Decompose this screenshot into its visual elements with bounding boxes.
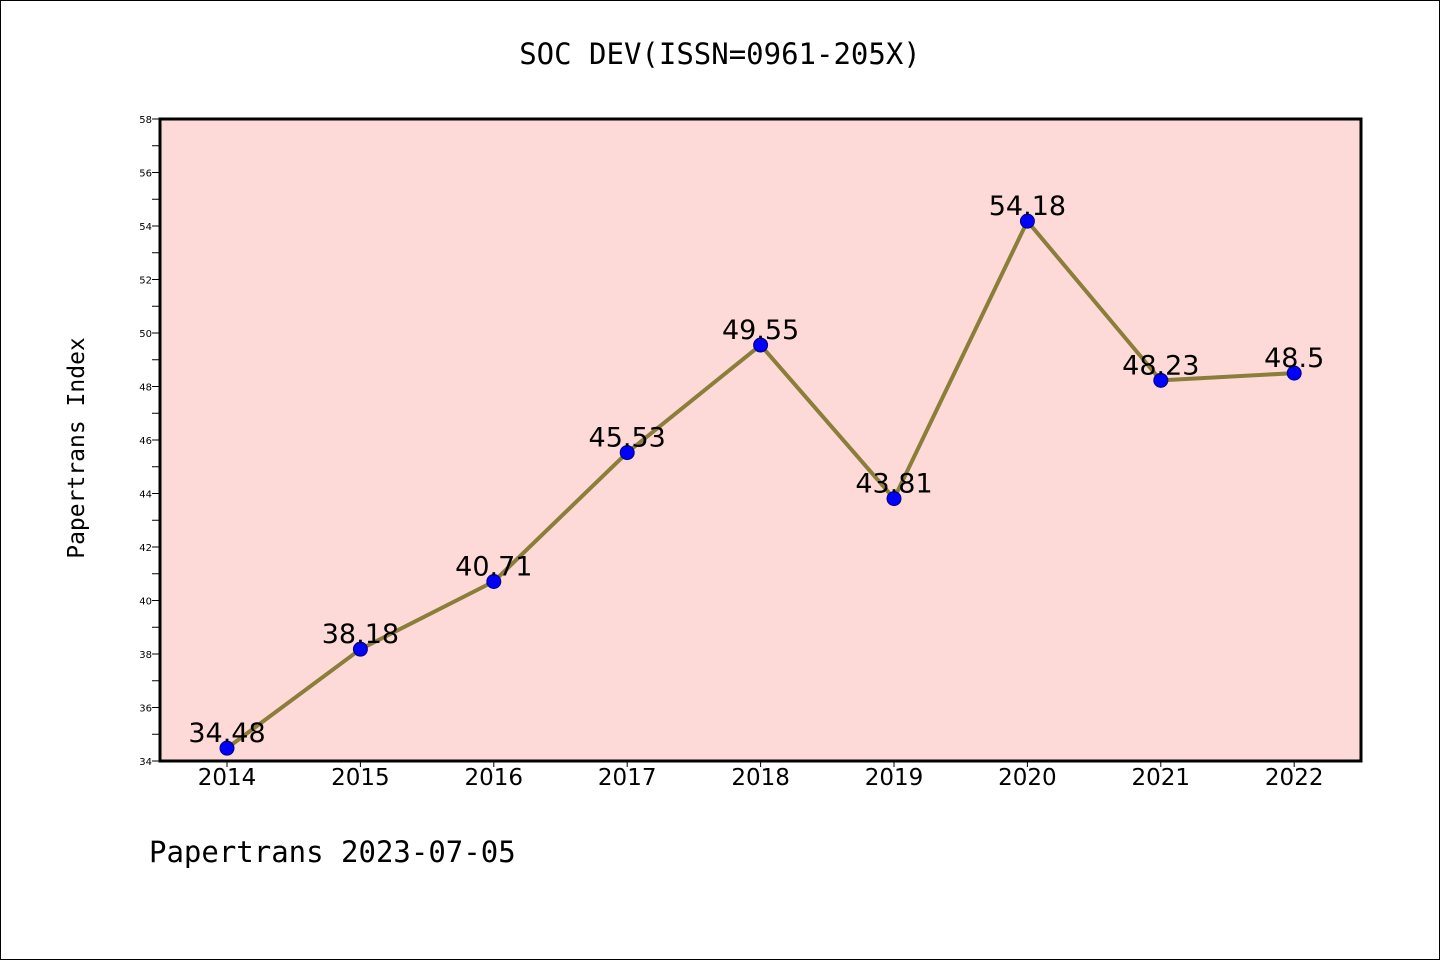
data-label: 34.48 [188,718,265,749]
data-point [619,445,635,461]
y-tick-label: 42 [139,543,152,554]
y-tick-label: 38 [139,650,152,661]
data-point [352,641,368,657]
y-tick-label: 34 [139,757,152,768]
x-tick-label: 2016 [465,765,524,791]
y-tick-label: 52 [139,276,152,287]
data-label: 45.53 [589,423,666,454]
data-label: 43.81 [855,469,932,500]
footer-caption: Papertrans 2023-07-05 [149,835,516,869]
plot-border [158,117,1363,763]
y-tick-label: 56 [139,169,152,180]
y-tick-label: 44 [139,490,152,501]
y-tick-label: 46 [139,436,152,447]
data-point [753,337,769,353]
data-point [219,740,235,756]
data-label: 38.18 [322,619,399,650]
data-label: 49.55 [722,315,799,346]
y-tick-label: 54 [139,222,152,233]
x-tick-label: 2021 [1132,765,1191,791]
x-tick-label: 2017 [598,765,657,791]
x-tick-label: 2019 [865,765,924,791]
x-tick-label: 2022 [1265,765,1324,791]
data-label: 54.18 [989,191,1066,222]
chart-title: SOC DEV(ISSN=0961-205X) [519,37,921,71]
y-tick-label: 48 [139,383,152,394]
data-label: 40.71 [455,552,532,583]
data-label: 48.23 [1122,350,1199,381]
y-tick-label: 58 [139,115,152,126]
x-tick-label: 2015 [331,765,390,791]
x-tick-label: 2020 [998,765,1057,791]
data-point [1019,213,1035,229]
data-label: 48.5 [1264,343,1324,374]
data-point [486,574,502,590]
y-tick-label: 36 [139,704,152,715]
data-point [1286,365,1302,381]
data-point [1153,372,1169,388]
x-tick-label: 2018 [731,765,790,791]
y-tick-label: 50 [139,329,152,340]
x-tick-label: 2014 [198,765,257,791]
y-tick-label: 40 [139,597,152,608]
data-point [886,491,902,507]
